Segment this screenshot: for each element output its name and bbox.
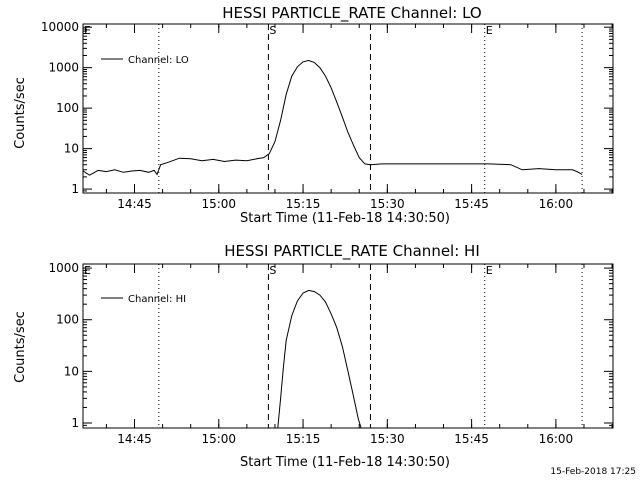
x-tick-label: 15:15 xyxy=(286,197,321,211)
x-tick-label: 15:45 xyxy=(454,432,489,446)
x-tick-label: 15:30 xyxy=(370,432,405,446)
y-axis-label: Counts/sec xyxy=(13,311,28,383)
y-tick-label: 1 xyxy=(71,416,79,430)
y-tick-label: 1000 xyxy=(48,61,79,75)
y-tick-label: 100 xyxy=(56,101,79,115)
chart-title: HESSI PARTICLE_RATE Channel: LO xyxy=(222,4,481,23)
y-tick-label: 10000 xyxy=(41,20,79,34)
y-tick-label: 10 xyxy=(64,142,79,156)
plot-frame xyxy=(82,23,614,194)
x-tick-label: 16:00 xyxy=(539,432,574,446)
x-tick-label: 15:00 xyxy=(201,197,236,211)
data-line xyxy=(277,289,362,429)
y-tick-label: 1 xyxy=(71,182,79,196)
event-marker-label: S xyxy=(269,264,276,277)
x-axis-label: Start Time (11-Feb-18 14:30:50) xyxy=(240,455,450,470)
lo-channel-panel: HESSI PARTICLE_RATE Channel: LO Start Ti… xyxy=(13,4,614,226)
event-marker-label: E xyxy=(84,24,91,37)
footer-timestamp: 15-Feb-2018 17:25 xyxy=(550,467,636,477)
y-axis-label: Counts/sec xyxy=(13,77,28,149)
event-marker-label: E xyxy=(486,264,493,277)
plot-frame xyxy=(82,263,614,429)
hi-channel-panel: HESSI PARTICLE_RATE Channel: HI Start Ti… xyxy=(13,242,614,470)
x-tick-label: 15:30 xyxy=(370,197,405,211)
x-tick-label: 15:15 xyxy=(286,432,321,446)
y-tick-label: 100 xyxy=(56,313,79,327)
y-tick-label: 1000 xyxy=(48,261,79,275)
chart-title: HESSI PARTICLE_RATE Channel: HI xyxy=(224,242,480,261)
event-marker-label: S xyxy=(269,24,276,37)
x-tick-label: 14:45 xyxy=(117,197,152,211)
x-tick-label: 16:00 xyxy=(539,197,574,211)
data-line xyxy=(82,59,583,176)
event-marker-label: E xyxy=(486,24,493,37)
legend-label: Channel: HI xyxy=(128,294,186,305)
x-tick-label: 15:45 xyxy=(454,197,489,211)
y-tick-label: 10 xyxy=(64,364,79,378)
event-marker-label: E xyxy=(84,264,91,277)
x-axis-label: Start Time (11-Feb-18 14:30:50) xyxy=(240,211,450,226)
x-tick-label: 15:00 xyxy=(201,432,236,446)
x-tick-label: 14:45 xyxy=(117,432,152,446)
